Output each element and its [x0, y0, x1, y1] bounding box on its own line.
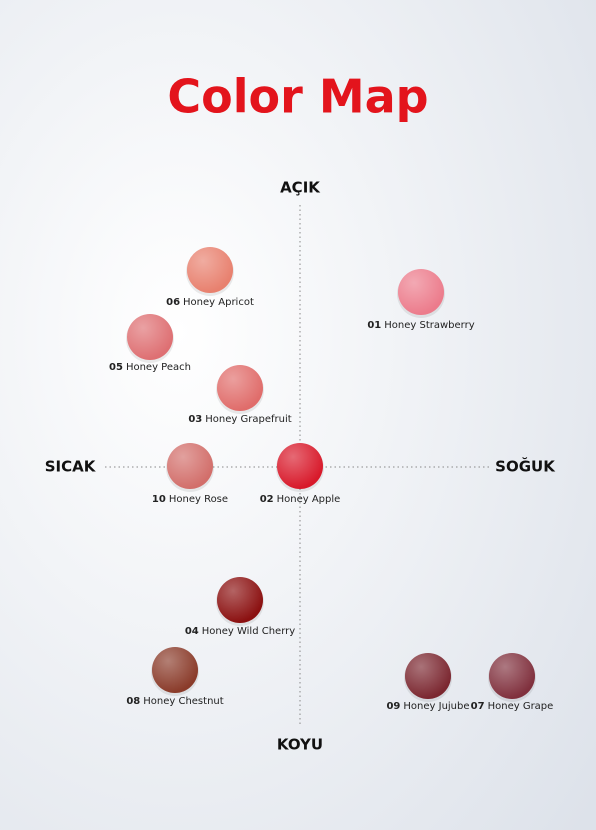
shade-name: Honey Peach — [126, 362, 191, 373]
shade-name: Honey Grapefruit — [205, 414, 291, 425]
shade-number: 03 — [188, 414, 202, 425]
swatch-shine — [187, 247, 233, 293]
title: Color Map — [167, 70, 428, 124]
shade-label: 05 Honey Peach — [109, 362, 191, 373]
shade-number: 02 — [260, 494, 274, 505]
swatch-shine — [489, 653, 535, 699]
shade-name: Honey Chestnut — [143, 696, 224, 707]
shade-number: 08 — [126, 696, 140, 707]
shade-name: Honey Apricot — [183, 297, 254, 308]
shade-label: 02 Honey Apple — [260, 494, 341, 505]
swatch-shine — [277, 443, 323, 489]
swatch-shine — [167, 443, 213, 489]
axis-top: AÇIK — [280, 179, 321, 197]
shade-label: 07 Honey Grape — [471, 701, 554, 712]
shade-number: 01 — [367, 320, 381, 331]
shade-name: Honey Jujube — [403, 701, 469, 712]
shade-label: 01 Honey Strawberry — [367, 320, 474, 331]
shade-name: Honey Grape — [488, 701, 554, 712]
shade-name: Honey Apple — [277, 494, 341, 505]
swatch-shine — [217, 365, 263, 411]
axis-bottom: KOYU — [277, 736, 323, 754]
shade-name: Honey Strawberry — [384, 320, 474, 331]
shade-number: 07 — [471, 701, 485, 712]
swatch-shine — [152, 647, 198, 693]
shade-label: 03 Honey Grapefruit — [188, 414, 291, 425]
swatch-shine — [217, 577, 263, 623]
swatch-shine — [405, 653, 451, 699]
shade-number: 06 — [166, 297, 180, 308]
shade-number: 05 — [109, 362, 123, 373]
swatch-shine — [127, 314, 173, 360]
shade-label: 06 Honey Apricot — [166, 297, 254, 308]
swatch-shine — [398, 269, 444, 315]
shade-number: 10 — [152, 494, 166, 505]
shade-label: 08 Honey Chestnut — [126, 696, 223, 707]
shade-name: Honey Wild Cherry — [202, 626, 295, 637]
shade-name: Honey Rose — [169, 494, 228, 505]
shade-number: 04 — [185, 626, 199, 637]
shade-label: 04 Honey Wild Cherry — [185, 626, 295, 637]
axis-right: SOĞUK — [495, 457, 556, 476]
shade-label: 10 Honey Rose — [152, 494, 228, 505]
shade-label: 09 Honey Jujube — [386, 701, 469, 712]
axis-left: SICAK — [45, 458, 97, 476]
shade-number: 09 — [386, 701, 400, 712]
